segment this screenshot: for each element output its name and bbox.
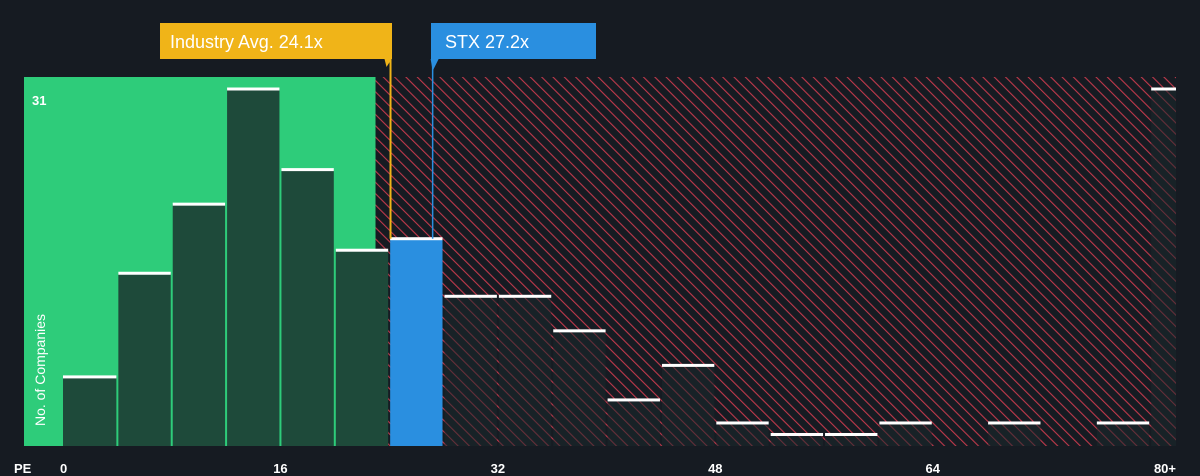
bar-top-cap (1151, 87, 1176, 91)
bar-top-cap (63, 375, 117, 379)
bar-top-cap (444, 294, 497, 298)
bar-top-cap (1096, 421, 1150, 425)
histogram-bar (118, 273, 171, 446)
industry-avg-label: Industry Avg. 24.1x (170, 32, 323, 52)
bar-top-cap (553, 329, 606, 333)
x-tick-label: 0 (60, 461, 67, 476)
histogram-bar (1151, 89, 1176, 446)
bar-top-cap (988, 421, 1041, 425)
histogram-bars (63, 87, 1176, 446)
x-axis: PE 0 16 32 48 64 80+ (0, 446, 1200, 476)
histogram-bar (825, 434, 878, 446)
company-callout (430, 23, 596, 71)
histogram-bar (661, 365, 715, 446)
x-axis-label: PE (14, 461, 32, 476)
axis-background (0, 446, 1200, 476)
bar-top-cap (879, 421, 932, 425)
bar-top-cap (118, 271, 171, 275)
x-tick-label: 64 (926, 461, 941, 476)
y-max-label: 31 (32, 93, 46, 108)
histogram-bar (1096, 422, 1150, 446)
histogram-bar (63, 376, 117, 446)
bar-top-cap (716, 421, 769, 425)
histogram-bar (607, 399, 660, 446)
histogram-bar (498, 296, 552, 446)
histogram-bar (172, 204, 226, 446)
x-tick-label: 48 (708, 461, 722, 476)
x-tick-label: 80+ (1154, 461, 1176, 476)
bar-top-cap (825, 432, 878, 436)
x-tick-label: 32 (491, 461, 505, 476)
bar-top-cap (607, 398, 660, 402)
bar-top-cap (335, 248, 389, 252)
company-label: STX 27.2x (445, 32, 529, 52)
company-bar (390, 238, 443, 446)
industry-avg-callout (160, 23, 392, 67)
histogram-bar (879, 422, 932, 446)
histogram-bar (281, 169, 334, 446)
histogram-bar (988, 422, 1041, 446)
histogram-bar (444, 296, 497, 446)
histogram-bar (716, 422, 769, 446)
bar-top-cap (281, 168, 334, 172)
x-tick-label: 16 (273, 461, 287, 476)
bar-top-cap (770, 432, 824, 436)
histogram-bar (227, 89, 280, 446)
reference-markers: Industry Avg. 24.1x STX 27.2x (160, 23, 596, 239)
bar-top-cap (227, 87, 280, 91)
histogram-bar (335, 250, 389, 446)
histogram-bar (553, 330, 606, 446)
bar-top-cap (661, 363, 715, 367)
histogram-bar (770, 434, 824, 446)
bar-top-cap (172, 202, 226, 206)
bar-top-cap (390, 237, 443, 241)
y-axis-label: No. of Companies (32, 314, 48, 426)
bar-top-cap (498, 294, 552, 298)
